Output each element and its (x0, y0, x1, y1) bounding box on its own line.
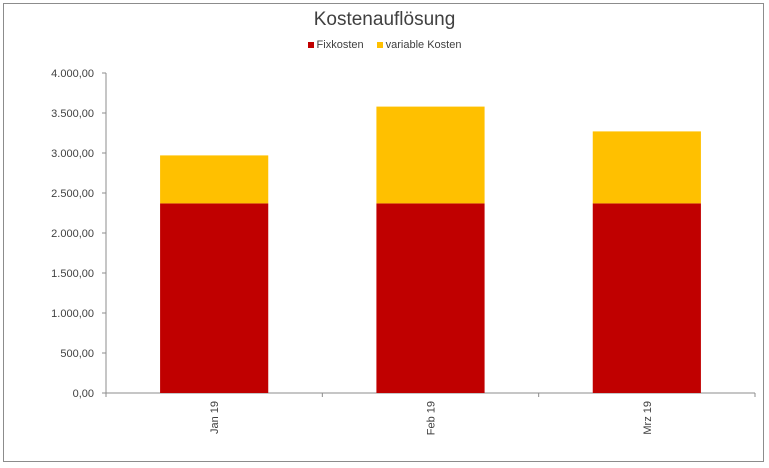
y-tick-label: 3.500,00 (51, 108, 94, 120)
legend: Fixkosten variable Kosten (0, 39, 769, 51)
y-tick-label: 1.500,00 (51, 268, 94, 280)
bar-fixkosten (160, 203, 269, 393)
y-tick-label: 500,00 (60, 348, 94, 360)
bar-fixkosten (376, 203, 485, 393)
bar-variable-kosten (376, 106, 485, 204)
chart-title: Kostenauflösung (313, 9, 456, 30)
y-tick-label: 2.000,00 (51, 228, 94, 240)
y-tick-label: 2.500,00 (51, 188, 94, 200)
y-tick-label: 0,00 (73, 388, 94, 400)
bar-variable-kosten (592, 131, 701, 204)
x-tick-label: Mrz 19 (642, 401, 654, 435)
y-tick-label: 1.000,00 (51, 308, 94, 320)
legend-item-fixkosten: Fixkosten (307, 39, 364, 51)
bar-variable-kosten (160, 155, 269, 204)
legend-swatch-fixkosten (307, 42, 314, 48)
x-tick-label: Jan 19 (209, 401, 221, 434)
x-tick-label: Feb 19 (426, 401, 438, 435)
legend-label-variable-kosten: variable Kosten (385, 39, 462, 51)
legend-item-variable-kosten: variable Kosten (376, 39, 462, 51)
bar-fixkosten (592, 203, 701, 393)
legend-swatch-variable-kosten (376, 42, 383, 48)
legend-label-fixkosten: Fixkosten (316, 39, 364, 51)
y-tick-label: 4.000,00 (51, 68, 94, 80)
y-tick-label: 3.000,00 (51, 148, 94, 160)
